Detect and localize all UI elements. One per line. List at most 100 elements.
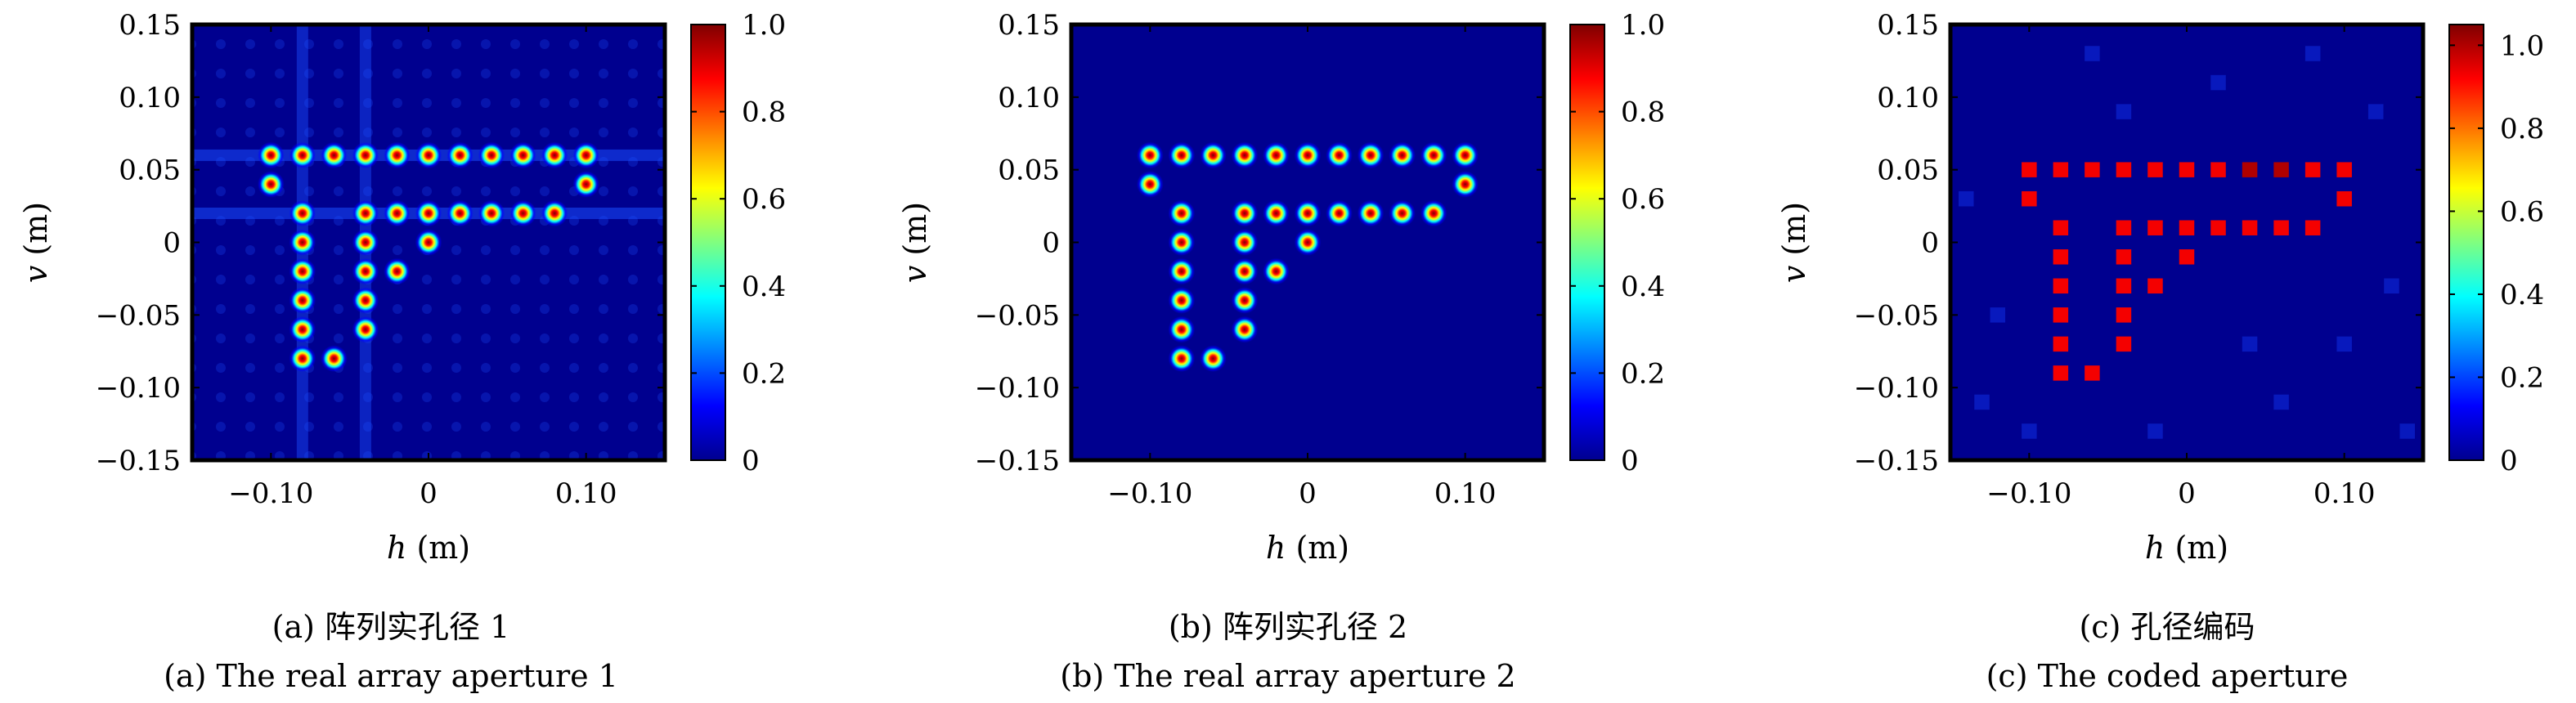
aperture-element-spot: [1231, 316, 1259, 343]
y-tick-label: 0.15: [998, 9, 1060, 42]
noise-cell: [2367, 104, 2384, 119]
x-tick-label: 0: [420, 477, 438, 510]
x-tick-label: 0: [1299, 477, 1317, 510]
aperture-element-spot: [1326, 141, 1353, 169]
aperture-element-spot: [1231, 141, 1259, 169]
aperture-element-spot: [1231, 199, 1259, 227]
aperture-element-spot: [321, 345, 348, 373]
caption-english: (a) The real array aperture 1: [164, 658, 618, 694]
colorbar: [1569, 24, 1605, 461]
colorbar-tick-label: 0.8: [2500, 113, 2544, 146]
aperture-element-spot: [1294, 199, 1322, 227]
colorbar-tick-label: 0.4: [2500, 279, 2544, 311]
x-tick-label: 0.10: [555, 477, 617, 510]
noise-cell: [1974, 394, 1990, 410]
aperture-element-spot: [352, 287, 379, 314]
aperture-element-spot: [1200, 345, 1227, 373]
y-axis-label: v (m): [1776, 202, 1812, 283]
colorbar-tick-label: 0.6: [2500, 195, 2544, 228]
aperture-element-spot: [257, 141, 285, 169]
plot-marks: [1959, 46, 2415, 439]
noise-cell: [1990, 307, 2006, 323]
plot-background: [1950, 25, 2423, 460]
x-tick-label: −0.10: [228, 477, 313, 510]
aperture-element-spot: [541, 199, 568, 227]
colorbar-tick-label: 1.0: [1621, 9, 1665, 42]
aperture-element-spot: [1326, 199, 1353, 227]
colorbar-tick-label: 0.2: [2500, 361, 2544, 394]
noise-cell: [2210, 74, 2226, 91]
noise-cell: [2147, 423, 2163, 439]
aperture-element-spot: [289, 229, 316, 256]
aperture-element-spot: [572, 141, 600, 169]
aperture-element-spot: [447, 199, 473, 227]
aperture-element-cell: [2116, 162, 2132, 177]
colorbar-tick-label: 0.8: [1621, 96, 1665, 129]
colorbar-tick-label: 0.6: [742, 183, 786, 216]
aperture-element-spot: [447, 141, 473, 169]
aperture-element-spot: [384, 199, 411, 227]
caption-chinese: (a) 阵列实孔径 1: [272, 609, 510, 645]
noise-cell: [2085, 46, 2100, 61]
aperture-element-cell: [2085, 365, 2100, 381]
aperture-element-cell: [2116, 249, 2132, 265]
y-tick-label: −0.15: [1854, 445, 1939, 477]
noise-cell: [1959, 190, 1974, 207]
aperture-element-spot: [1136, 171, 1164, 198]
colorbar-tick-label: 0: [1621, 445, 1639, 477]
aperture-element-spot: [415, 199, 442, 227]
aperture-element-cell: [2053, 162, 2069, 177]
colorbar-tick-label: 0.2: [1621, 357, 1665, 390]
aperture-element-spot: [1452, 141, 1479, 169]
aperture-element-spot: [1389, 199, 1416, 227]
y-tick-label: −0.15: [975, 445, 1060, 477]
aperture-element-spot: [1389, 141, 1416, 169]
aperture-element-spot: [1263, 199, 1290, 227]
y-tick-label: 0.05: [119, 154, 181, 187]
noise-cell: [2399, 423, 2415, 439]
aperture-element-spot: [1420, 141, 1447, 169]
aperture-element-cell: [2210, 162, 2226, 177]
y-tick-label: 0.15: [1877, 9, 1939, 42]
noise-cell: [2242, 336, 2258, 352]
caption-english: (c) The coded aperture: [1986, 658, 2349, 694]
aperture-element-cell: [2147, 278, 2163, 294]
noise-cell: [2022, 423, 2037, 439]
aperture-element-spot: [509, 141, 536, 169]
aperture-element-spot: [1168, 141, 1196, 169]
aperture-element-spot: [478, 199, 505, 227]
noise-cell: [2304, 46, 2321, 61]
aperture-element-cell: [2273, 162, 2289, 177]
aperture-element-spot: [1231, 287, 1259, 314]
x-axis-label: h (m): [387, 530, 470, 566]
x-tick-label: 0: [2178, 477, 2196, 510]
aperture-element-spot: [1168, 257, 1196, 285]
x-axis-label: h (m): [2145, 530, 2228, 566]
aperture-element-spot: [1294, 141, 1322, 169]
x-tick-label: 0.10: [2313, 477, 2376, 510]
aperture-element-cell: [2116, 278, 2132, 294]
aperture-element-spot: [1263, 257, 1290, 285]
y-tick-label: 0.10: [1877, 82, 1939, 114]
chart-panel-1: −0.15 −0.10 −0.05 0 0.05 0.10 0.15 −0.10 0 0.10 h …: [18, 9, 786, 694]
aperture-element-spot: [1168, 345, 1196, 373]
aperture-element-cell: [2053, 249, 2069, 265]
aperture-element-spot: [289, 316, 316, 343]
y-tick-label: 0.10: [998, 82, 1060, 114]
colorbar-tick-label: 0.6: [1621, 183, 1665, 216]
colorbar-tick-label: 0.4: [742, 271, 786, 303]
aperture-element-spot: [1357, 141, 1384, 169]
aperture-element-cell: [2053, 365, 2069, 381]
colorbar-tick-label: 0.4: [1621, 271, 1665, 303]
x-tick-label: 0.10: [1434, 477, 1497, 510]
aperture-element-spot: [1452, 171, 1479, 198]
y-tick-label: −0.10: [96, 372, 181, 405]
aperture-element-spot: [1357, 199, 1384, 227]
y-tick-label: 0: [1921, 227, 1939, 260]
y-axis-label: v (m): [18, 202, 54, 283]
aperture-element-spot: [1168, 287, 1196, 314]
aperture-element-spot: [1231, 257, 1259, 285]
caption-chinese: (b) 阵列实孔径 2: [1169, 609, 1407, 645]
y-tick-label: −0.10: [975, 372, 1060, 405]
